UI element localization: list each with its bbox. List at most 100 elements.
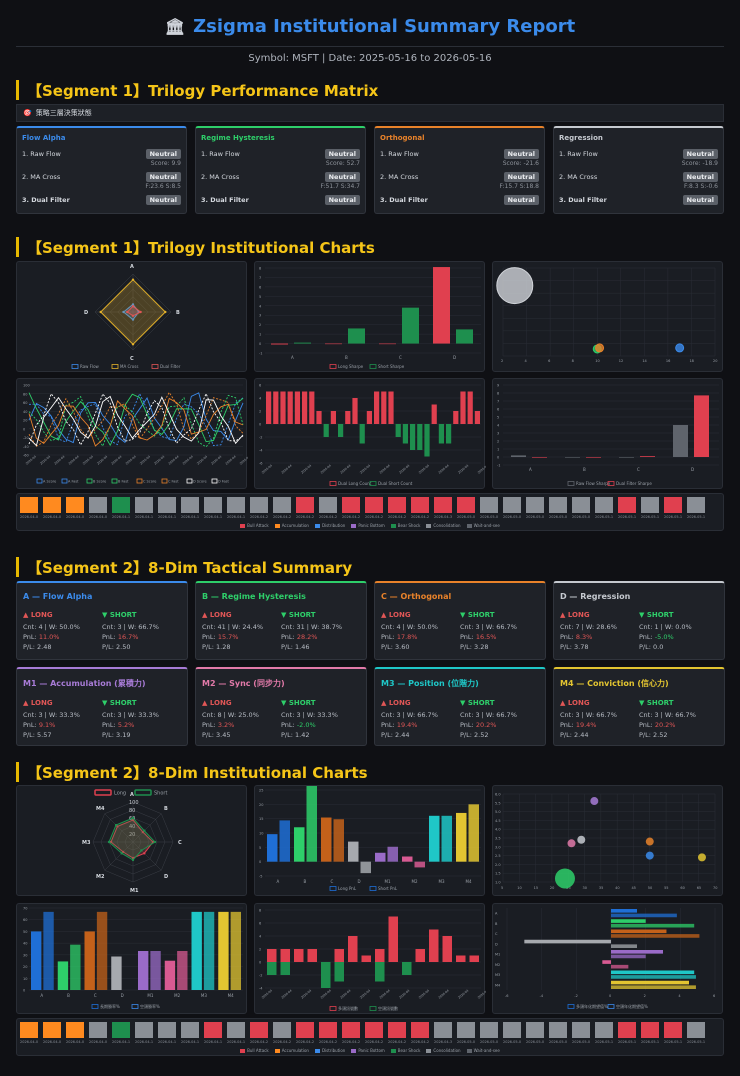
bar: [361, 955, 371, 962]
y-tick-label: -60: [23, 454, 29, 458]
x-tick-label: 2026-04: [300, 464, 312, 475]
calendar-day-box: [296, 1022, 314, 1038]
bar: [442, 936, 452, 962]
bar: [294, 391, 300, 424]
y-tick-label: -1: [259, 352, 263, 356]
calendar-date: 2026-05-11: [595, 515, 613, 519]
bank-icon: 🏛: [164, 17, 186, 36]
legend-label: 空頭年化期望值%: [616, 1003, 648, 1009]
short-column: ▼ SHORT Cnt: 3 | W: 33.3% PnL: 5.2% P/L: 3.…: [102, 699, 181, 740]
bar: [379, 343, 396, 345]
bar: [460, 391, 466, 424]
calendar-date: 2026-05-05: [503, 1040, 521, 1044]
legend-swatch: [329, 364, 337, 369]
scatter-point: [554, 868, 575, 889]
legend-label: Wait-and-see: [473, 523, 500, 528]
radar-spoke: [104, 813, 134, 843]
bar: [302, 391, 308, 424]
calendar-date: 2026-04-13: [135, 1040, 153, 1044]
x-tick-label: 2: [501, 359, 503, 363]
legend-label: D Fast: [218, 480, 229, 484]
bar: [433, 267, 450, 344]
matrix-line: 2. MA Cross Neutral: [559, 172, 718, 182]
legend-swatch: [466, 1049, 472, 1053]
bar: [348, 936, 358, 962]
x-tick-label: 20: [550, 886, 554, 890]
long-count: Cnt: 7 | W: 28.6%: [560, 623, 617, 631]
bar: [468, 804, 479, 862]
scatter-point: [577, 835, 586, 844]
calendar-date: 2026-05-06: [526, 1040, 544, 1044]
y-tick-label: B: [495, 922, 498, 926]
calendar-day-box: [273, 497, 291, 513]
section-title-matrix: 【Segment 1】Trilogy Performance Matrix: [16, 80, 378, 100]
short-pnl: PnL: -5.0%: [639, 633, 674, 641]
legend-swatch: [274, 1049, 280, 1053]
calendar-day-box: [595, 1022, 613, 1038]
x-tick-label: 2026-04: [125, 455, 137, 466]
bar: [474, 411, 480, 424]
x-tick-label: 2026-04: [210, 455, 222, 466]
calendar-day-box: [66, 497, 84, 513]
legend-item: Wait-and-see: [466, 1048, 500, 1053]
radar-axis-label: B: [164, 806, 168, 812]
radar-tick: 80: [129, 808, 135, 814]
x-tick-label: 18: [689, 359, 693, 363]
winrate-bar-chart: 70 60 50 40 30 20 10 0 A B C D M1 M2 M3 M4 長期勝率% 空頭勝率%: [16, 903, 247, 1014]
matrix-line: 2. MA Cross Neutral: [380, 172, 539, 182]
x-tick-label: 2026-04: [379, 464, 391, 475]
calendar-date: 2026-04-16: [204, 1040, 222, 1044]
dual-count-bar-chart: 6 4 2 0 -2 -4 -6 2026-04 2026-04 2026-04 2026-04 20…: [254, 378, 486, 489]
legend-label: Short PnL: [378, 886, 398, 891]
bar: [31, 931, 42, 990]
y-tick-label: 20: [23, 419, 27, 423]
long-count: Cnt: 8 | W: 25.0%: [202, 711, 259, 719]
pnl-value: 15.7%: [217, 633, 239, 641]
x-tick-label: 2026-04: [167, 455, 179, 466]
bar: [294, 827, 305, 862]
y-tick-label: 4: [259, 935, 262, 939]
x-tick-label: 2026-04: [320, 989, 332, 1000]
header-divider: [16, 46, 724, 47]
legend-label: Short: [154, 791, 167, 797]
calendar-day-box: [20, 1022, 38, 1038]
calendar-legend: Bull Attack Accumulation Distribution Panic…: [17, 523, 723, 528]
matrix-line: 3. Dual Filter Neutral: [201, 195, 360, 205]
chart-svg: 2 4 6 8 10 12 14 16 18 20: [496, 267, 717, 363]
bar: [280, 962, 290, 975]
legend-swatch: [607, 481, 615, 486]
x-tick-label: M2: [174, 993, 180, 998]
y-tick-label: 15: [259, 817, 263, 821]
x-tick-label: M4: [228, 993, 234, 998]
pnl-value: 17.8%: [396, 633, 418, 641]
y-tick-label: 0: [259, 860, 261, 864]
radar-axis-label: M1: [130, 888, 139, 894]
short-pl: P/L: 2.50: [102, 643, 131, 651]
radar-axis-label: D: [84, 310, 88, 316]
y-tick-label: 9: [497, 384, 499, 388]
bar: [456, 812, 467, 862]
x-tick-label: 2026-04: [359, 989, 371, 1000]
bar: [366, 411, 372, 424]
matrix-line-score: Score: -18.9: [681, 160, 718, 167]
bar: [611, 929, 667, 934]
long-count: Cnt: 41 | W: 24.4%: [202, 623, 264, 631]
legend-swatch: [94, 789, 112, 796]
calendar-day-box: [664, 497, 682, 513]
matrix-line-label: 2. MA Cross: [201, 173, 240, 181]
x-tick-label: 5: [501, 886, 503, 890]
pnl-value: -2.0%: [296, 721, 316, 729]
y-tick-label: -6: [259, 462, 263, 466]
legend-swatch: [111, 478, 118, 484]
legend-label: D Score: [193, 480, 207, 484]
long-pl: P/L: 3.78: [560, 643, 589, 651]
short-pl: P/L: 3.19: [102, 731, 131, 739]
radar-point: [153, 840, 157, 844]
y-tick-label: 4: [259, 397, 262, 401]
x-tick-label: 2026-04: [96, 455, 108, 466]
matrix-line: 1. Raw Flow Neutral: [201, 149, 360, 159]
radar-tick: 60: [129, 816, 135, 822]
x-tick-label: 2026-04: [438, 464, 450, 475]
legend-swatch: [91, 1004, 99, 1009]
